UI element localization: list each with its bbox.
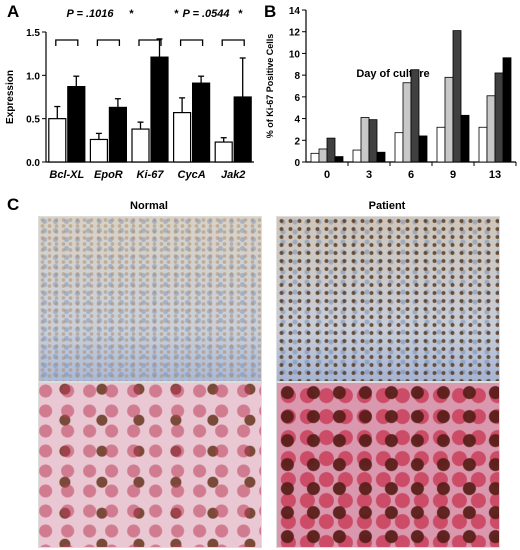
bar xyxy=(318,148,328,163)
bar xyxy=(410,69,420,163)
bar xyxy=(131,128,150,163)
bar xyxy=(192,82,211,163)
normal-low-magnification-image xyxy=(38,216,262,382)
patient-title: Patient xyxy=(368,200,406,212)
bar xyxy=(418,135,428,163)
y-tick-label: 1.5 xyxy=(26,28,40,39)
x-tick-label: 6 xyxy=(408,169,414,181)
p-value-label: P = .1016 xyxy=(67,8,115,20)
bar xyxy=(402,82,412,163)
bar xyxy=(494,72,504,163)
y-tick-label: 10 xyxy=(289,49,301,60)
y-tick-label: 2 xyxy=(294,136,300,147)
x-tick-label: Bcl-XL xyxy=(49,169,84,181)
significance-bracket xyxy=(138,39,162,46)
x-tick-label: 9 xyxy=(450,169,456,181)
bar xyxy=(89,138,109,163)
panel-letter-c: C xyxy=(7,195,20,214)
panel-letter-a: A xyxy=(7,2,20,21)
patient-low-magnification-image xyxy=(276,216,500,382)
bar xyxy=(452,30,462,163)
y-tick-label: 0.5 xyxy=(26,115,40,126)
bar xyxy=(150,56,169,163)
x-tick-label: 13 xyxy=(489,169,501,181)
y-axis-label: % of Ki-67 Positive Cells xyxy=(265,34,275,139)
bar xyxy=(326,137,336,163)
bar xyxy=(334,156,344,163)
significance-bracket xyxy=(221,39,245,46)
y-tick-label: 14 xyxy=(289,6,301,17)
y-tick-label: 12 xyxy=(289,28,301,39)
x-tick-label: CycA xyxy=(178,169,206,181)
bar xyxy=(67,85,86,163)
bar xyxy=(173,111,192,163)
bar xyxy=(368,119,378,163)
significance-bracket xyxy=(96,39,121,46)
significance-bracket xyxy=(179,39,204,46)
p-value-label: P = .0544 xyxy=(183,8,230,20)
y-tick-label: 0 xyxy=(294,158,300,169)
bar xyxy=(48,118,67,163)
normal-high-magnification-image xyxy=(38,382,262,548)
x-tick-label: 0 xyxy=(324,169,330,181)
bar xyxy=(478,126,488,163)
y-tick-label: 0.0 xyxy=(26,158,40,169)
bar xyxy=(444,76,454,163)
bar xyxy=(394,132,404,163)
patient-high-magnification-image xyxy=(276,382,500,548)
bar xyxy=(376,151,386,163)
x-tick-label: Jak2 xyxy=(221,169,245,181)
bar xyxy=(108,106,128,163)
bar xyxy=(310,152,320,163)
x-tick-label: EpoR xyxy=(94,169,123,181)
y-tick-label: 8 xyxy=(294,71,300,82)
bar xyxy=(460,114,470,163)
x-tick-label: 3 xyxy=(366,169,372,181)
panel-letter-b: B xyxy=(264,2,277,21)
bar xyxy=(486,95,496,163)
chart-a: 0.0 0.5 1.0 1.5 Expression Bcl-XL EpoR Ki-67 Cyc… xyxy=(5,8,254,181)
bar xyxy=(502,57,512,163)
bar xyxy=(214,141,233,163)
y-tick-label: 4 xyxy=(294,115,300,126)
normal-title: Normal xyxy=(130,200,168,212)
y-axis-label: Expression xyxy=(5,70,16,124)
y-tick-label: 6 xyxy=(294,93,300,104)
p-value-label: * xyxy=(174,8,179,20)
p-value-label: * xyxy=(238,8,243,20)
y-tick-label: 1.0 xyxy=(26,71,40,82)
p-value-label: * xyxy=(129,8,134,20)
bar xyxy=(233,96,252,163)
bar xyxy=(360,117,370,163)
x-tick-label: Ki-67 xyxy=(137,169,165,181)
significance-bracket xyxy=(55,39,79,46)
bar xyxy=(436,126,446,163)
bar xyxy=(352,149,362,163)
